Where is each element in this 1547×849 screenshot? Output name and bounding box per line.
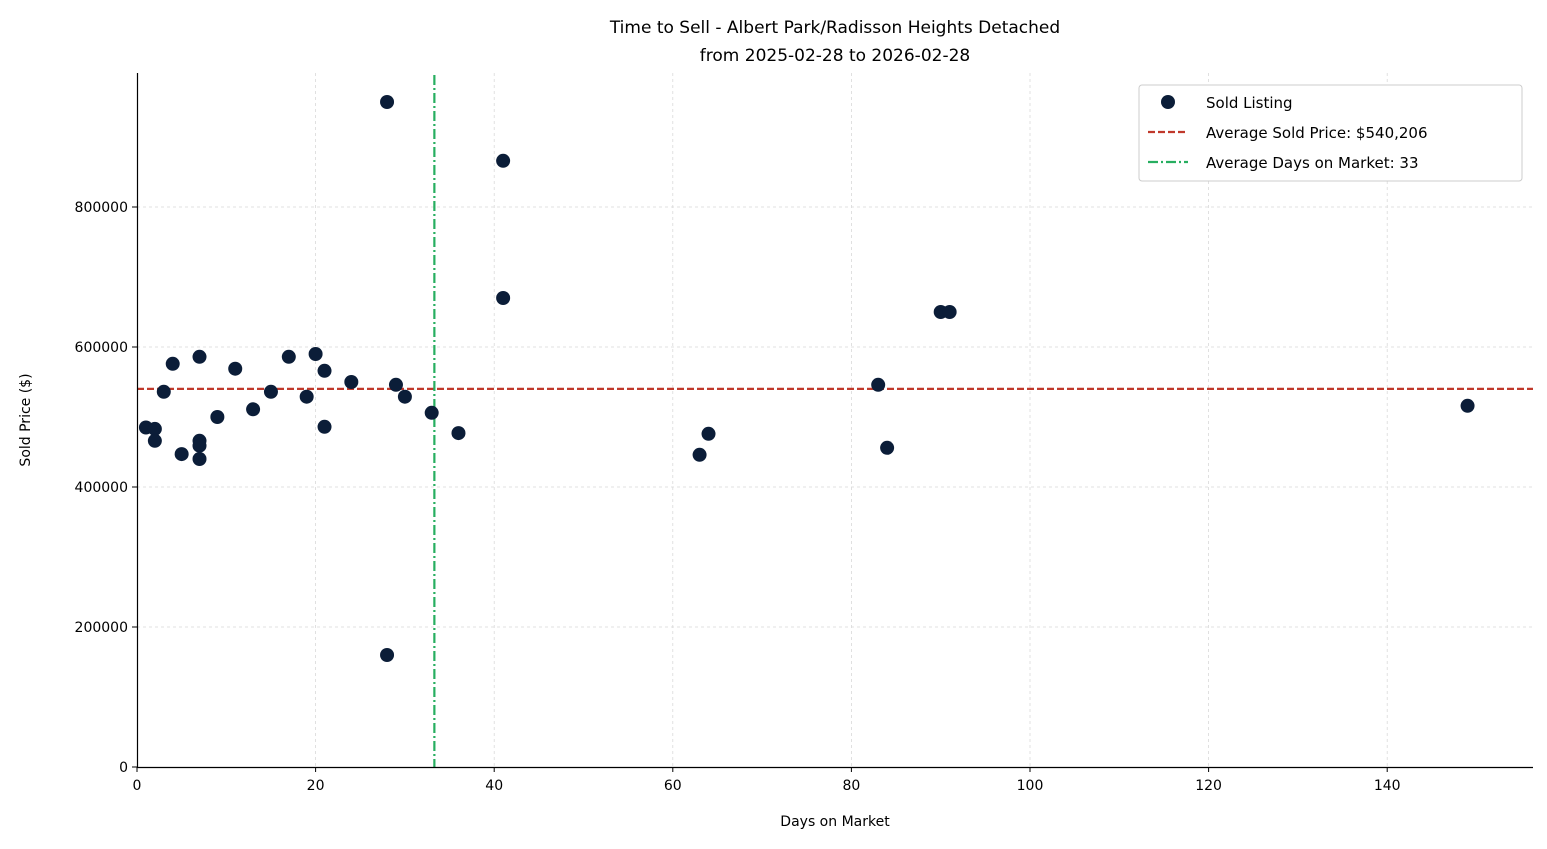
data-point	[942, 305, 957, 319]
chart-subtitle: from 2025-02-28 to 2026-02-28	[700, 46, 970, 66]
data-point	[388, 377, 403, 392]
data-point	[246, 402, 261, 417]
x-tick-label: 20	[307, 778, 325, 794]
data-point	[317, 363, 332, 378]
data-point	[263, 384, 278, 399]
legend: Sold Listing Average Sold Price: $540,20…	[1138, 84, 1523, 182]
data-point	[424, 405, 439, 420]
data-point	[192, 452, 207, 466]
data-point	[871, 377, 886, 392]
y-axis-label: Sold Price ($)	[18, 373, 34, 466]
data-point	[147, 421, 162, 436]
x-tick-label: 100	[1017, 778, 1044, 794]
data-point	[880, 440, 895, 455]
data-point	[147, 433, 162, 448]
x-tick-label: 80	[842, 778, 860, 794]
data-point	[692, 447, 707, 462]
x-tick-label: 60	[664, 778, 682, 794]
legend-label-avg-price: Average Sold Price: $540,206	[1206, 124, 1428, 142]
data-point	[496, 291, 511, 305]
data-point	[174, 447, 189, 462]
data-point	[210, 410, 225, 424]
y-tick-label: 0	[119, 760, 128, 776]
legend-label-sold-listing: Sold Listing	[1206, 94, 1293, 112]
data-points	[138, 95, 1475, 662]
legend-label-avg-days: Average Days on Market: 33	[1206, 154, 1419, 172]
data-point	[380, 648, 395, 662]
data-point	[156, 384, 171, 399]
data-point	[380, 95, 395, 109]
data-point	[281, 349, 296, 364]
data-point	[317, 419, 332, 434]
y-tick-label: 200000	[75, 620, 128, 636]
x-axis-label: Days on Market	[780, 814, 890, 830]
x-tick-label: 140	[1374, 778, 1401, 794]
axes	[136, 73, 1533, 769]
data-point	[165, 356, 180, 371]
data-point	[344, 375, 359, 389]
data-point	[192, 349, 207, 364]
y-tick-label: 800000	[75, 200, 128, 216]
data-point	[1460, 398, 1475, 413]
x-tick-label: 120	[1195, 778, 1222, 794]
x-tick-label: 40	[485, 778, 503, 794]
chart-title: Time to Sell - Albert Park/Radisson Heig…	[609, 18, 1060, 38]
legend-marker-sold-listing	[1161, 95, 1175, 109]
grid	[137, 73, 1533, 767]
data-point	[701, 426, 716, 441]
data-point	[192, 438, 207, 453]
y-tick-label: 600000	[75, 340, 128, 356]
y-tick-label: 400000	[75, 480, 128, 496]
x-tick-label: 0	[133, 778, 142, 794]
ticks: 0 20 40 60 80 100 120 140 0 200000 400000 600000 800…	[75, 200, 1401, 794]
data-point	[308, 347, 323, 361]
legend-box	[1138, 84, 1523, 182]
data-point	[299, 389, 314, 404]
data-point	[397, 389, 412, 404]
data-point	[451, 426, 466, 441]
data-point	[496, 153, 511, 168]
reference-lines	[137, 75, 1533, 767]
data-point	[228, 361, 243, 376]
